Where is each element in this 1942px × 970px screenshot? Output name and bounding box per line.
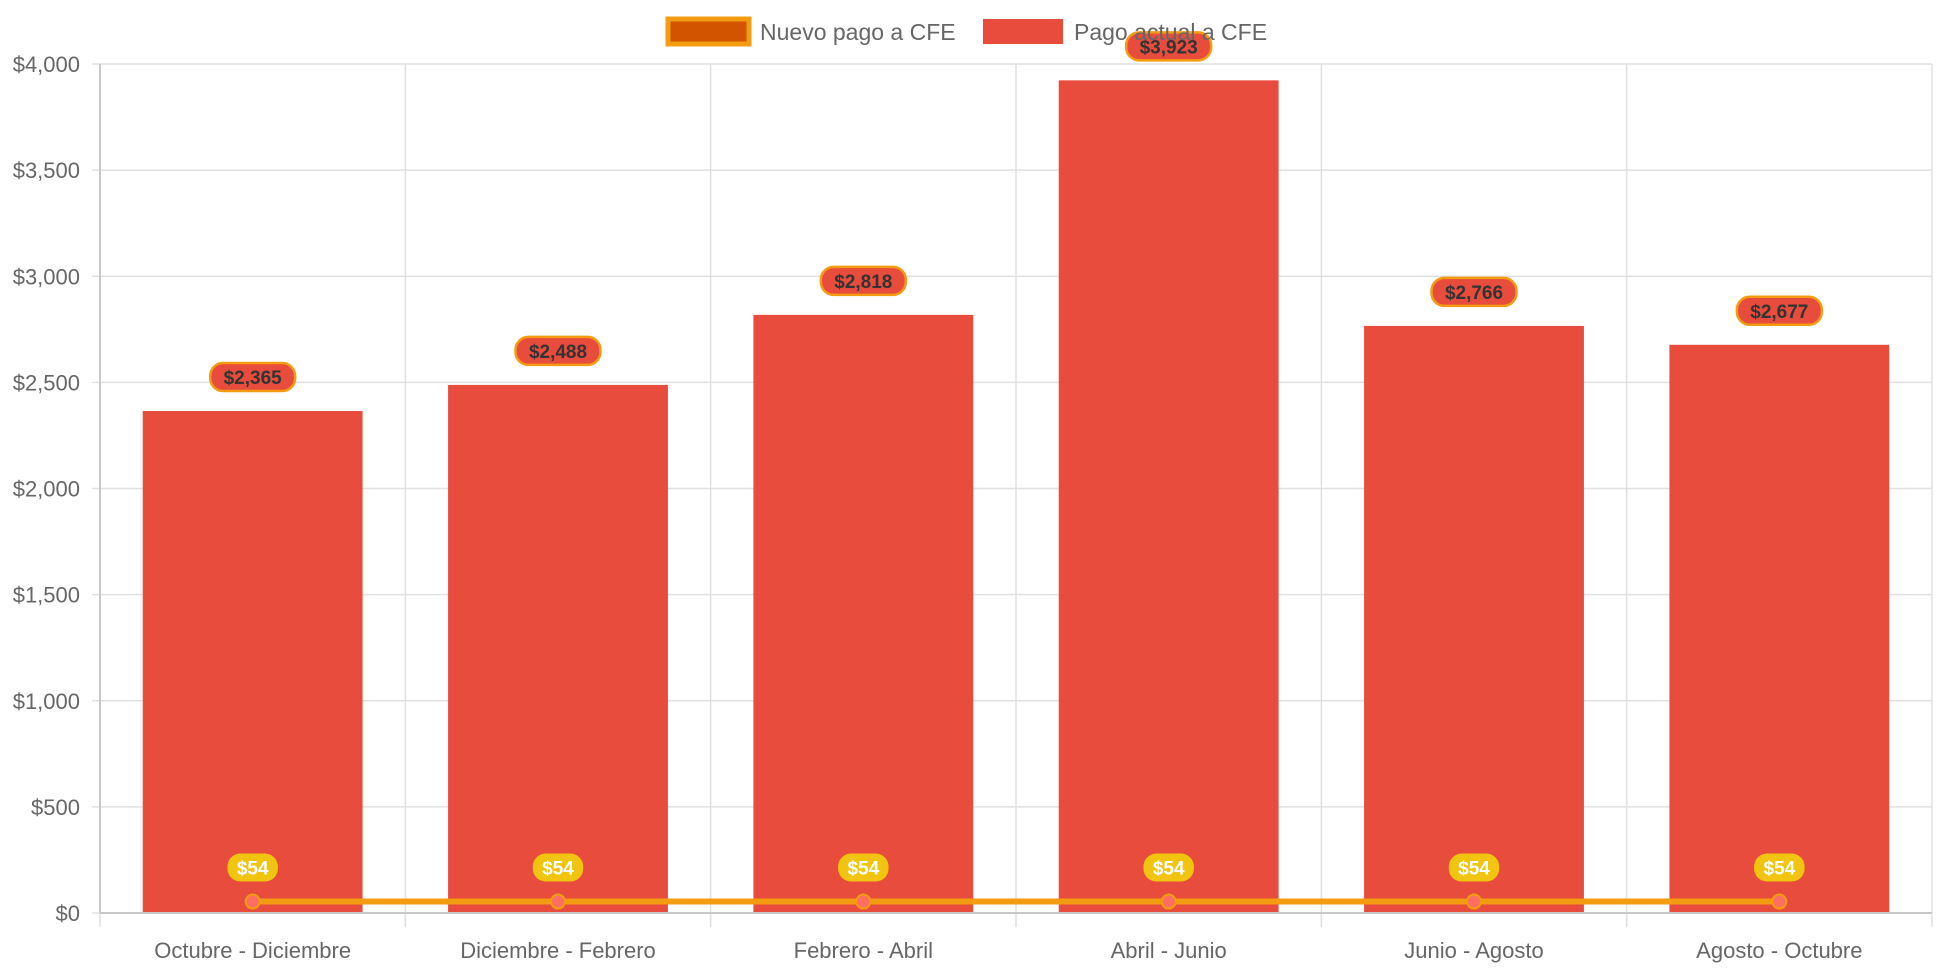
line-value-label-text: $54 (1458, 859, 1490, 880)
line-value-label-bg (1754, 853, 1805, 882)
bar-value-label-bg (1124, 31, 1213, 62)
y-tick-label: $4,000 (13, 52, 80, 77)
bar-value-label: $2,365 (208, 361, 297, 393)
bar-value-label: $2,677 (1735, 295, 1824, 327)
bar[interactable] (753, 314, 974, 913)
y-tick-label: $3,000 (13, 264, 80, 289)
x-tick-label: Agosto - Octubre (1696, 938, 1862, 963)
y-tick-label: $500 (31, 795, 80, 820)
legend-swatch-actual[interactable] (983, 19, 1063, 44)
bar[interactable] (142, 411, 363, 913)
line-value-label-bg (838, 853, 889, 882)
line-point[interactable] (1771, 893, 1788, 910)
bar-value-label-text: $2,365 (224, 368, 283, 389)
bar-value-label-text: $2,766 (1445, 283, 1503, 304)
bar-value-label-text: $3,923 (1140, 37, 1198, 58)
bar-value-label-text: $2,818 (834, 272, 892, 293)
y-tick-label: $1,000 (13, 689, 80, 714)
line-value-label: $54 (838, 853, 889, 882)
bar-value-label-bg (1430, 276, 1518, 308)
y-tick-label: $2,500 (13, 370, 80, 395)
y-tick-label: $0 (56, 901, 80, 926)
line-point[interactable] (550, 893, 566, 910)
x-tick-label: Junio - Agosto (1404, 938, 1543, 963)
bar-value-label: $2,488 (514, 335, 602, 367)
line-value-label-text: $54 (237, 859, 269, 880)
line-value-label-bg (227, 853, 278, 882)
legend-swatch-nuevo[interactable] (665, 16, 752, 47)
bar-value-label: $2,766 (1430, 276, 1518, 308)
bar[interactable] (1669, 344, 1890, 913)
grid (99, 63, 1933, 927)
bar-value-label-bg (819, 265, 908, 297)
bar[interactable] (1364, 325, 1584, 913)
bar-value-label-bg (208, 361, 297, 393)
legend[interactable]: Nuevo pago a CFE Pago actual a CFE (665, 16, 1267, 47)
line-value-label-text: $54 (1153, 859, 1185, 880)
line-value-label-text: $54 (847, 859, 879, 880)
bar-value-label-bg (514, 335, 602, 367)
line-value-label-text: $54 (1763, 859, 1795, 880)
data-labels: $2,365 $2,488 $2,818 $3,923 $2,766 $2,677 $54 $… (208, 31, 1824, 882)
line-point[interactable] (1160, 893, 1177, 910)
line-value-label: $54 (1448, 853, 1500, 882)
bar-value-label-text: $2,488 (529, 342, 587, 363)
line-value-label-bg (1448, 853, 1500, 882)
line-value-label-bg (1143, 853, 1194, 882)
bar-series (142, 80, 1890, 913)
line-value-label: $54 (532, 853, 584, 882)
x-tick-label: Febrero - Abril (794, 938, 933, 963)
line-value-label: $54 (227, 853, 278, 882)
line-point[interactable] (1466, 893, 1482, 910)
line-point[interactable] (855, 893, 872, 910)
legend-label-nuevo[interactable]: Nuevo pago a CFE (760, 19, 956, 45)
line-value-label-bg (532, 853, 584, 882)
line-value-label: $54 (1143, 853, 1194, 882)
y-tick-label: $3,500 (13, 158, 80, 183)
bar-value-label-text: $2,677 (1750, 302, 1808, 323)
x-tick-label: Octubre - Diciembre (154, 938, 351, 963)
line-series (244, 893, 1788, 910)
bar[interactable] (1058, 80, 1279, 913)
axes: $0 $500 $1,000 $1,500 $2,000 $2,500 $3,000 $3,5… (13, 52, 1932, 963)
x-tick-label: Diciembre - Febrero (460, 938, 656, 963)
line-point[interactable] (244, 893, 261, 910)
line-value-label-text: $54 (542, 859, 574, 880)
y-tick-label: $2,000 (13, 477, 80, 502)
bar-value-label-bg (1735, 295, 1824, 327)
bar-value-label: $3,923 (1124, 31, 1213, 62)
line-value-label: $54 (1754, 853, 1805, 882)
legend-label-actual[interactable]: Pago actual a CFE (1074, 19, 1267, 45)
x-tick-label: Abril - Junio (1111, 938, 1227, 963)
y-tick-label: $1,500 (13, 583, 80, 608)
bar-value-label: $2,818 (819, 265, 908, 297)
bar[interactable] (448, 384, 668, 913)
